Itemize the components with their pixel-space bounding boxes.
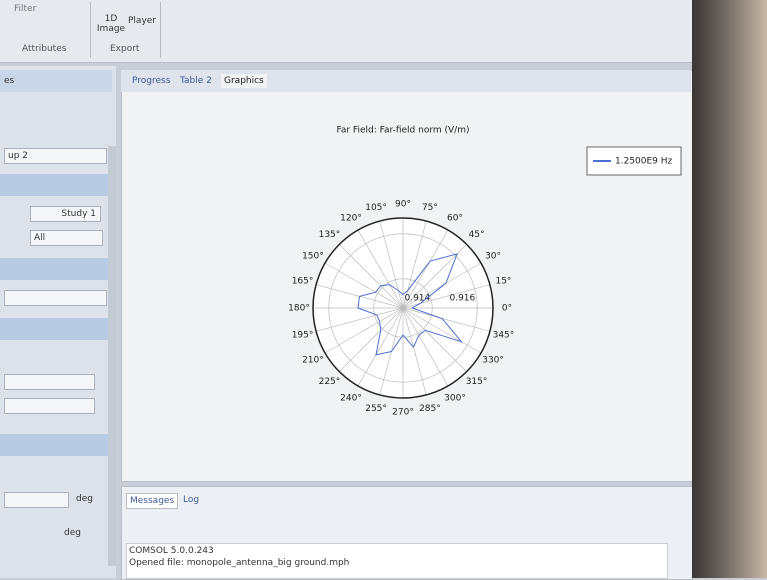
ribbon: Filter 1D Image Player Attributes Export [0, 0, 692, 63]
select[interactable]: All [30, 230, 103, 246]
section-bar [0, 258, 108, 280]
select[interactable] [4, 290, 107, 306]
r-tick-label: 0.916 [449, 294, 475, 304]
text-field[interactable] [4, 398, 95, 414]
log-line: Opened file: monopole_antenna_big ground… [127, 556, 667, 570]
theta-tick-label: 180° [288, 304, 310, 314]
theta-tick-label: 270° [392, 408, 414, 418]
theta-tick-label: 225° [319, 377, 341, 387]
theta-tick-label: 105° [365, 203, 387, 213]
theta-tick-label: 0° [502, 304, 512, 314]
unit-label: deg [76, 494, 93, 504]
theta-tick-label: 195° [292, 330, 314, 340]
theta-tick-label: 165° [292, 277, 314, 287]
filter-button[interactable]: Filter [14, 4, 36, 14]
study-select[interactable]: Study 1 [30, 206, 101, 222]
separator [90, 2, 91, 58]
text-field[interactable] [4, 374, 95, 390]
tab[interactable]: Log [180, 493, 202, 507]
theta-tick-label: 45° [469, 230, 485, 240]
messages-panel: Messages Log COMSOL 5.0.0.243 Opened fil… [121, 486, 693, 580]
theta-tick-label: 330° [482, 356, 504, 366]
theta-tick-label: 60° [447, 213, 463, 223]
section-bar [0, 434, 108, 456]
theta-tick-label: 210° [302, 356, 324, 366]
theta-tick-label: 15° [495, 277, 511, 287]
theta-tick-label: 135° [319, 230, 341, 240]
tab[interactable]: Table 2 [177, 74, 215, 88]
legend-label: 1.2500E9 Hz [615, 157, 673, 167]
theta-tick-label: 75° [422, 203, 438, 213]
monitor-bezel [692, 0, 767, 578]
theta-tick-label: 345° [493, 330, 515, 340]
section-bar [0, 318, 108, 340]
panel-header: es [0, 70, 112, 92]
theta-tick-label: 315° [466, 377, 488, 387]
theta-tick-label: 120° [340, 213, 362, 223]
group-label: Export [110, 44, 139, 54]
tab[interactable]: Graphics [221, 74, 267, 88]
separator [160, 2, 161, 58]
text-field[interactable]: up 2 [4, 148, 107, 164]
group-label: Attributes [22, 44, 66, 54]
theta-tick-label: 300° [444, 394, 466, 404]
theta-tick-label: 255° [365, 404, 387, 414]
settings-panel: es up 2 Study 1 All deg deg [0, 66, 116, 578]
unit-label: deg [64, 528, 81, 538]
player-button[interactable]: Player [128, 16, 156, 26]
scrollbar[interactable] [108, 146, 116, 566]
theta-tick-label: 90° [395, 200, 411, 210]
theta-tick-label: 240° [340, 394, 362, 404]
image-button[interactable]: 1D Image [96, 14, 126, 34]
tab[interactable]: Progress [129, 74, 173, 88]
tab[interactable]: Messages [126, 493, 178, 509]
tab-bar: Progress Table 2 Graphics [121, 70, 691, 92]
chart-title: Far Field: Far-field norm (V/m) [337, 126, 470, 136]
text-field[interactable] [4, 492, 69, 508]
theta-tick-label: 150° [302, 252, 324, 262]
theta-tick-label: 30° [485, 252, 501, 262]
message-log: COMSOL 5.0.0.243 Opened file: monopole_a… [126, 543, 668, 579]
section-bar [0, 174, 108, 196]
log-line: COMSOL 5.0.0.243 [127, 544, 667, 556]
theta-tick-label: 285° [419, 404, 441, 414]
screen: Filter 1D Image Player Attributes Export… [0, 0, 767, 578]
polar-chart: Far Field: Far-field norm (V/m) 0° 15° 30° 4… [121, 95, 691, 480]
